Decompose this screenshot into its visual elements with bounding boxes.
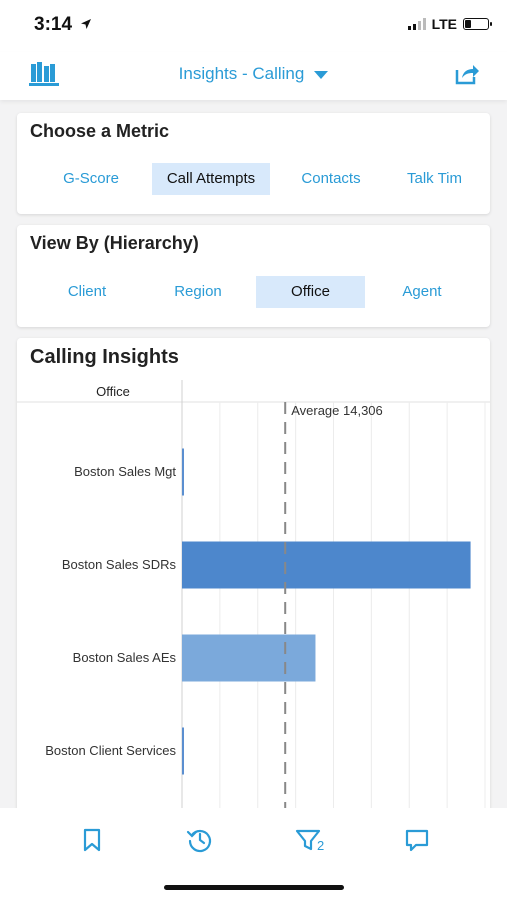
average-label: Average 14,306 <box>291 403 383 418</box>
bar <box>182 448 184 496</box>
metric-card-title: Choose a Metric <box>30 121 170 141</box>
status-indicators: LTE <box>407 16 492 32</box>
battery-icon <box>463 18 492 30</box>
hierarchy-option-agent[interactable]: Agent <box>402 283 442 300</box>
bar <box>182 634 316 682</box>
insights-title: Calling Insights <box>30 346 179 368</box>
insights-chart: Office Boston Sales Mgt Boston Sales SDRs B… <box>17 380 490 818</box>
filter-icon <box>295 829 321 851</box>
metric-option-call-attempts[interactable]: Call Attempts <box>152 163 270 195</box>
carrier-label: LTE <box>431 16 457 32</box>
metric-option-contacts[interactable]: Contacts <box>301 170 361 187</box>
filter-button[interactable]: 2 <box>294 826 334 854</box>
status-bar: 3:14 LTE <box>0 0 507 52</box>
history-icon[interactable] <box>186 826 214 854</box>
metric-card: Choose a Metric G-Score Call Attempts Co… <box>17 113 490 214</box>
hierarchy-option-region[interactable]: Region <box>174 283 222 300</box>
comment-icon[interactable] <box>403 826 431 854</box>
insights-dropdown[interactable]: Insights - Calling <box>0 64 507 84</box>
bookmark-icon[interactable] <box>78 826 106 854</box>
hierarchy-option-client[interactable]: Client <box>67 283 107 300</box>
books-icon[interactable] <box>29 60 61 88</box>
home-indicator <box>164 885 344 890</box>
hierarchy-option-office[interactable]: Office <box>256 276 365 308</box>
filter-count-badge: 2 <box>317 838 325 853</box>
category-label: Boston Sales Mgt <box>74 464 176 479</box>
metric-option-talk-time[interactable]: Talk Tim <box>407 170 463 187</box>
category-label: Boston Sales AEs <box>73 650 177 665</box>
bar <box>182 541 471 589</box>
bottom-tab-bar: 2 <box>0 808 507 900</box>
metric-option-g-score[interactable]: G-Score <box>63 170 119 187</box>
location-arrow-icon <box>81 19 91 29</box>
hierarchy-card-title: View By (Hierarchy) <box>30 233 199 253</box>
category-axis-label: Office <box>96 384 130 399</box>
hierarchy-card: View By (Hierarchy) Client Region Office… <box>17 225 490 327</box>
status-time: 3:14 <box>34 14 73 35</box>
page-title: Insights - Calling <box>178 64 305 83</box>
category-label: Boston Client Services <box>45 743 176 758</box>
chevron-down-icon <box>314 70 329 79</box>
category-label: Boston Sales SDRs <box>62 557 177 572</box>
app-header: Insights - Calling <box>0 52 507 100</box>
signal-icon <box>407 18 426 30</box>
share-icon[interactable] <box>454 62 480 86</box>
insights-card: Office Boston Sales Mgt Boston Sales SDRs B… <box>17 338 490 818</box>
bar <box>182 727 184 775</box>
